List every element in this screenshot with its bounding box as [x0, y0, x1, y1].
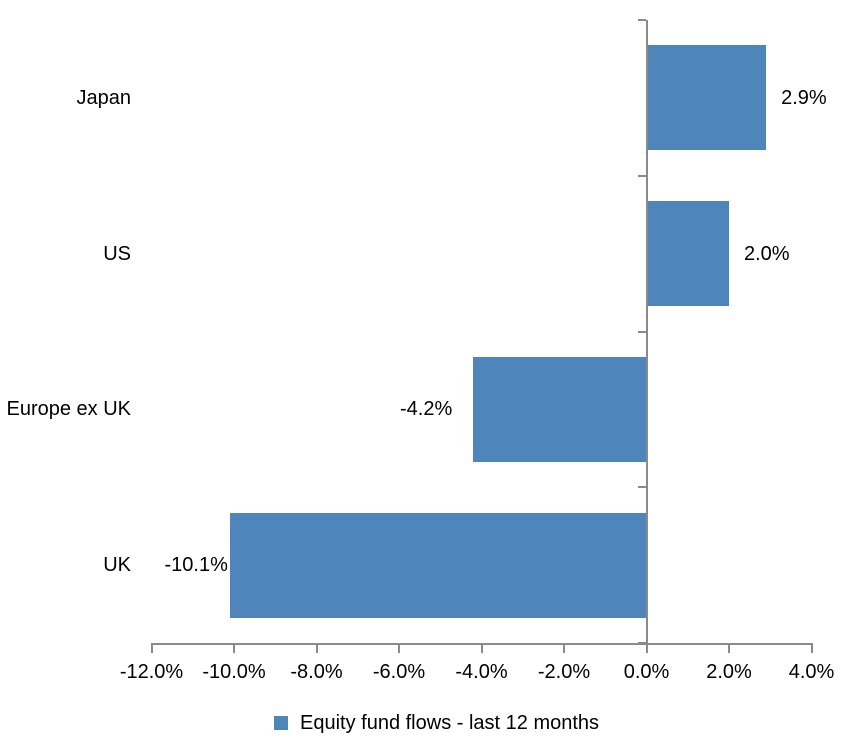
- category-label: US: [103, 242, 131, 265]
- bar-data-label: -4.2%: [400, 398, 453, 421]
- bar-data-label: 2.9%: [781, 86, 827, 109]
- x-tick-label: -6.0%: [372, 661, 426, 683]
- x-tick: [480, 645, 483, 653]
- legend-label: Equity fund flows - last 12 months: [300, 712, 600, 734]
- x-tick: [233, 645, 235, 653]
- bar-data-label: 2.0%: [744, 242, 790, 265]
- x-tick: [398, 645, 400, 653]
- legend: Equity fund flows - last 12 months: [274, 711, 599, 735]
- category-tick: [637, 19, 646, 21]
- x-tick: [150, 645, 153, 653]
- x-tick: [728, 645, 730, 653]
- bar-us: [646, 201, 729, 307]
- x-tick-label: 0.0%: [623, 661, 670, 683]
- category-label: Europe ex UK: [6, 398, 131, 421]
- legend-swatch-icon: [274, 716, 288, 730]
- category-tick: [637, 486, 646, 489]
- y-axis-line: [645, 20, 648, 645]
- x-tick: [810, 645, 813, 653]
- x-tick-label: 2.0%: [706, 661, 752, 683]
- category-tick: [637, 174, 646, 177]
- category-tick: [637, 330, 646, 333]
- category-label: UK: [103, 554, 131, 577]
- x-tick-label: -8.0%: [290, 661, 343, 683]
- bar-europe-ex-uk: [473, 356, 647, 462]
- x-tick: [645, 645, 648, 653]
- x-tick: [315, 645, 318, 653]
- x-tick-label: -10.0%: [202, 661, 266, 683]
- bar-japan: [646, 45, 767, 151]
- x-axis-line: [150, 643, 813, 645]
- x-tick-label: -12.0%: [119, 661, 184, 683]
- category-tick: [637, 642, 646, 644]
- x-tick-label: 4.0%: [788, 661, 835, 683]
- x-tick-label: -4.0%: [455, 661, 508, 683]
- category-label: Japan: [76, 86, 132, 109]
- bar-uk: [229, 512, 647, 618]
- x-tick: [563, 645, 565, 653]
- x-tick-label: -2.0%: [537, 661, 591, 683]
- bar-data-label: -10.1%: [164, 554, 228, 577]
